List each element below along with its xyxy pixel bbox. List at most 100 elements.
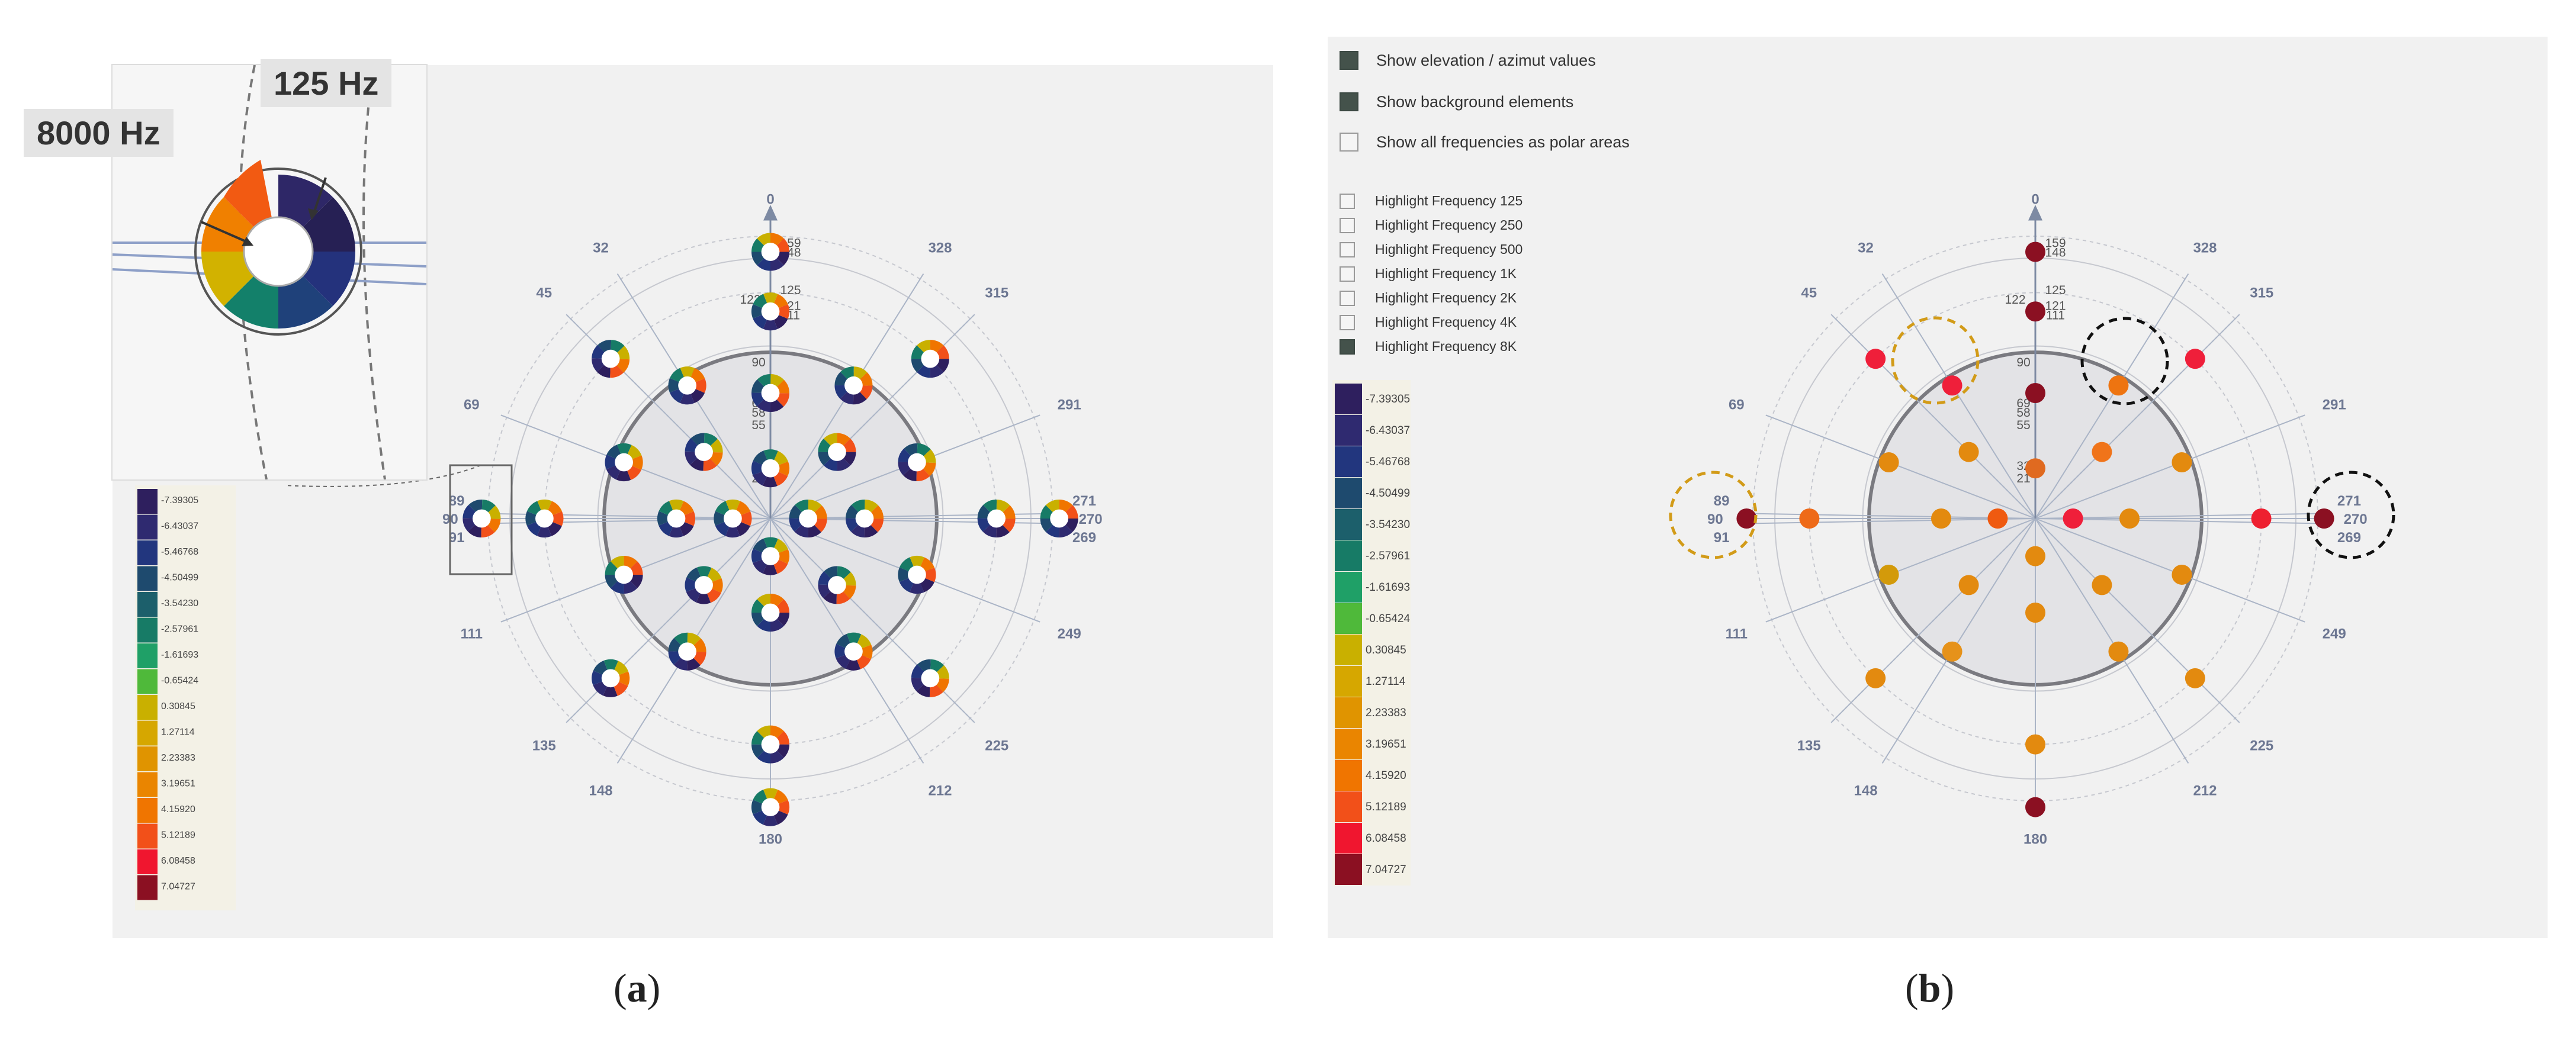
data-point	[2314, 508, 2334, 529]
checkbox-highlight-125[interactable]: Highlight Frequency 125	[1340, 193, 1523, 209]
donut-hole	[601, 349, 620, 368]
ring-label: 55	[751, 418, 765, 432]
checkbox-show-elevation[interactable]: Show elevation / azimut values	[1340, 51, 1596, 70]
donut-segment	[725, 519, 740, 537]
donut-segment	[917, 567, 936, 582]
donut-segment	[770, 549, 789, 564]
checkbox-highlight-1k[interactable]: Highlight Frequency 1K	[1340, 266, 1517, 282]
donut-hole	[761, 459, 780, 478]
angle-label: 111	[461, 626, 483, 642]
angle-label: 45	[536, 285, 552, 301]
donut-hole	[828, 576, 846, 594]
angle-label: 225	[2250, 738, 2273, 754]
up-arrow-icon	[763, 205, 778, 221]
data-point	[2172, 564, 2192, 585]
spoke-line	[1765, 518, 2036, 623]
ring-label: 58	[2016, 406, 2030, 420]
data-point	[2025, 734, 2045, 755]
checkbox-highlight-8k[interactable]: Highlight Frequency 8K	[1340, 339, 1517, 355]
angle-label: 212	[928, 783, 952, 798]
angle-label: 180	[759, 832, 782, 848]
checkbox-highlight-2k[interactable]: Highlight Frequency 2K	[1340, 290, 1517, 306]
donut-segment	[714, 511, 733, 526]
checkbox-show-background[interactable]: Show background elements	[1340, 92, 1573, 111]
ring-label: 69	[2016, 397, 2030, 410]
legend-value: -0.65424	[1366, 613, 1410, 625]
angle-label: 269	[1072, 530, 1096, 546]
checkbox-label: Highlight Frequency 4K	[1375, 314, 1517, 330]
angle-label: 0	[766, 191, 774, 207]
checkbox-highlight-4k[interactable]: Highlight Frequency 4K	[1340, 314, 1517, 330]
angle-label: 212	[2193, 783, 2217, 798]
data-point	[2185, 349, 2205, 369]
donut-segment	[834, 643, 854, 659]
donut-hole	[473, 509, 491, 528]
angle-label: 90	[1707, 511, 1723, 527]
donut-hole	[615, 453, 633, 472]
donut-hole	[921, 349, 940, 368]
angle-label: 315	[2250, 285, 2273, 301]
ring-label: 55	[2016, 418, 2030, 432]
donut-segment	[696, 585, 711, 604]
angle-label: 0	[2031, 191, 2039, 207]
legend-swatch	[137, 823, 158, 849]
checkbox-box[interactable]	[1340, 217, 1355, 233]
ring-label: 125	[2045, 284, 2066, 297]
legend-swatch	[1335, 666, 1362, 697]
legend-swatch	[137, 540, 158, 565]
legend-value: -1.61693	[161, 650, 198, 660]
checkbox-highlight-250[interactable]: Highlight Frequency 250	[1340, 217, 1523, 233]
legend-swatch	[1335, 572, 1362, 603]
highlight-circle-black	[2080, 317, 2169, 405]
checkbox-box[interactable]	[1340, 266, 1355, 282]
checkbox-show-polar-areas[interactable]: Show all frequencies as polar areas	[1340, 133, 1630, 152]
data-point	[2025, 458, 2045, 479]
donut-hole	[724, 509, 742, 528]
checkbox-box[interactable]	[1340, 92, 1358, 111]
donut-hole	[761, 384, 780, 403]
donut-segment	[624, 455, 643, 470]
data-point	[1942, 375, 1962, 396]
donut-segment	[751, 800, 770, 814]
spoke-line	[1830, 314, 2036, 519]
angle-label: 32	[1858, 240, 1874, 256]
donut-segment	[770, 800, 790, 815]
data-point	[2025, 242, 2045, 262]
angle-label: 148	[1854, 783, 1878, 798]
checkbox-box[interactable]	[1340, 51, 1358, 70]
checkbox-highlight-500[interactable]: Highlight Frequency 500	[1340, 242, 1523, 257]
donut-segment	[617, 443, 632, 463]
data-point	[2251, 508, 2272, 529]
checkbox-box[interactable]	[1340, 242, 1355, 257]
donut-segment	[763, 311, 778, 331]
legend-value: 6.08458	[1366, 832, 1406, 845]
angle-label: 291	[2323, 397, 2346, 413]
donut-segment	[669, 519, 684, 537]
checkbox-box[interactable]	[1340, 290, 1355, 306]
donut-segment	[763, 449, 778, 469]
donut-hole	[667, 509, 686, 528]
legend-value: 3.19651	[161, 779, 195, 789]
legend-swatch	[137, 849, 158, 874]
caption-a-letter: a	[627, 965, 647, 1010]
checkbox-label: Highlight Frequency 125	[1375, 193, 1523, 208]
data-point	[2025, 603, 2045, 623]
legend-swatch	[1335, 823, 1362, 854]
spoke-line	[2035, 518, 2305, 623]
spoke-line	[1765, 414, 2036, 519]
callout-8000hz: 8000 Hz	[24, 109, 174, 157]
inset-connector	[284, 465, 481, 487]
legend-value: -5.46768	[1366, 456, 1410, 468]
checkbox-box[interactable]	[1340, 339, 1355, 355]
checkbox-box[interactable]	[1340, 193, 1355, 209]
spoke-line	[1830, 518, 2036, 723]
legend-value: 6.08458	[161, 856, 195, 866]
legend-value: 4.15920	[161, 804, 195, 814]
checkbox-box[interactable]	[1340, 314, 1355, 330]
checkbox-box[interactable]	[1340, 133, 1358, 152]
spoke-line	[2035, 273, 2189, 519]
caption-a: (a)	[614, 965, 661, 1010]
zoom-inset-diagram	[113, 65, 426, 479]
angle-label: 328	[928, 240, 952, 256]
donut-segment	[525, 511, 545, 526]
